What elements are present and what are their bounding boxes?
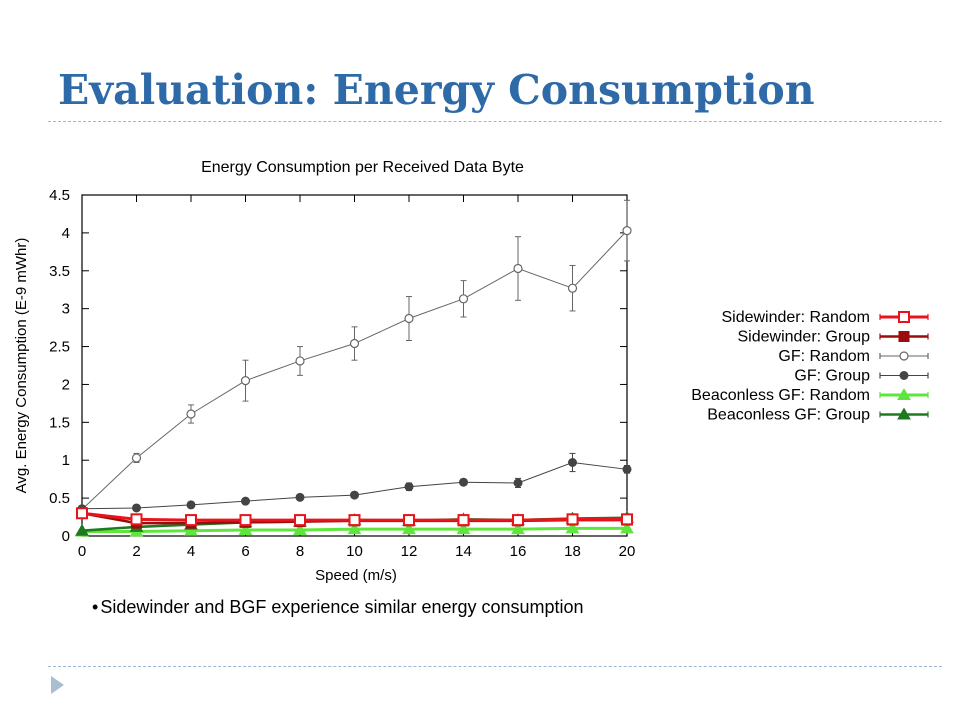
data-point bbox=[186, 409, 196, 419]
x-axis-label: Speed (m/s) bbox=[315, 567, 397, 584]
data-point bbox=[456, 522, 471, 535]
footer-divider bbox=[48, 666, 942, 667]
data-point bbox=[294, 514, 306, 527]
legend-marker bbox=[898, 311, 910, 323]
y-tick-label: 4 bbox=[62, 225, 70, 242]
y-tick-label: 1.5 bbox=[49, 414, 70, 431]
x-tick-label: 10 bbox=[346, 543, 363, 560]
y-tick-label: 4.5 bbox=[49, 187, 70, 204]
x-tick-label: 4 bbox=[187, 543, 195, 560]
y-tick-label: 3.5 bbox=[49, 263, 70, 280]
legend-marker bbox=[897, 387, 911, 400]
data-point bbox=[293, 522, 307, 535]
series-beaconless-gf-random bbox=[75, 521, 634, 537]
bullet-text: Sidewinder and BGF experience similar en… bbox=[100, 597, 584, 617]
data-point bbox=[621, 513, 633, 526]
y-tick-label: 2.5 bbox=[49, 339, 70, 356]
slide-title: Evaluation: Energy Consumption bbox=[58, 66, 815, 114]
legend-marker bbox=[899, 371, 909, 380]
data-point bbox=[295, 356, 305, 366]
data-point bbox=[238, 522, 253, 535]
legend-label: Sidewinder: Group bbox=[737, 329, 870, 346]
legend-entry bbox=[879, 407, 929, 420]
data-point bbox=[76, 507, 88, 520]
series-gf-group bbox=[77, 452, 632, 514]
legend-label: Sidewinder: Random bbox=[721, 309, 870, 326]
data-point bbox=[622, 464, 632, 474]
bullet-point: • Sidewinder and BGF experience similar e… bbox=[92, 597, 584, 618]
bullet-marker: • bbox=[92, 597, 99, 617]
data-point bbox=[239, 514, 252, 527]
x-tick-label: 12 bbox=[401, 543, 418, 560]
data-point bbox=[620, 521, 634, 534]
data-point bbox=[185, 514, 197, 527]
x-tick-label: 0 bbox=[78, 543, 86, 560]
data-point bbox=[240, 376, 251, 386]
series-line bbox=[81, 461, 628, 510]
data-point bbox=[512, 514, 524, 527]
y-tick-label: 0 bbox=[62, 528, 70, 545]
legend-label: GF: Random bbox=[778, 348, 870, 365]
data-point bbox=[347, 522, 362, 535]
data-point bbox=[402, 522, 416, 535]
data-point bbox=[75, 523, 89, 536]
data-point bbox=[348, 514, 361, 527]
legend-label: Beaconless GF: Random bbox=[691, 387, 870, 404]
y-tick-label: 3 bbox=[62, 301, 70, 318]
data-point bbox=[511, 522, 525, 535]
data-point bbox=[459, 477, 468, 487]
data-point bbox=[349, 338, 360, 349]
data-point bbox=[513, 478, 523, 488]
legend-entry bbox=[879, 331, 929, 342]
legend-label: Beaconless GF: Group bbox=[707, 407, 870, 424]
data-point bbox=[565, 521, 580, 534]
data-point bbox=[132, 503, 141, 513]
x-tick-label: 16 bbox=[510, 543, 527, 560]
data-point bbox=[404, 313, 414, 324]
x-tick-label: 2 bbox=[132, 543, 140, 560]
series-gf-random bbox=[77, 199, 632, 515]
legend-marker bbox=[897, 407, 911, 420]
title-divider bbox=[48, 121, 942, 122]
x-tick-label: 18 bbox=[564, 543, 581, 560]
legend-label: GF: Group bbox=[794, 368, 870, 385]
data-point bbox=[131, 453, 142, 463]
data-point bbox=[184, 523, 198, 536]
y-tick-label: 0.5 bbox=[49, 490, 70, 507]
data-point bbox=[403, 514, 415, 527]
legend-entry bbox=[879, 351, 929, 361]
legend-marker bbox=[898, 331, 910, 342]
data-point bbox=[295, 492, 305, 502]
data-point bbox=[241, 496, 250, 506]
legend-entry bbox=[879, 387, 929, 400]
plot-frame bbox=[81, 194, 628, 537]
data-point bbox=[622, 226, 632, 236]
data-point bbox=[350, 490, 359, 500]
data-point bbox=[513, 263, 523, 274]
legend-marker bbox=[899, 351, 909, 361]
series-sidewinder-random bbox=[76, 507, 633, 527]
x-tick-label: 14 bbox=[455, 543, 472, 560]
play-triangle-icon[interactable] bbox=[50, 675, 66, 695]
data-point bbox=[566, 513, 579, 526]
data-point bbox=[567, 283, 578, 293]
data-point bbox=[404, 482, 414, 492]
data-point bbox=[458, 294, 469, 304]
x-tick-label: 6 bbox=[241, 543, 249, 560]
y-tick-label: 1 bbox=[62, 452, 70, 469]
legend-entry bbox=[879, 371, 929, 380]
x-tick-label: 20 bbox=[619, 543, 636, 560]
chart-title: Energy Consumption per Received Data Byt… bbox=[201, 159, 524, 176]
y-tick-label: 2 bbox=[62, 376, 70, 393]
data-point bbox=[568, 457, 577, 467]
y-axis-label: Avg. Energy Consumption (E-9 mWhr) bbox=[13, 238, 30, 494]
legend-entry bbox=[879, 311, 929, 323]
x-tick-label: 8 bbox=[296, 543, 304, 560]
data-point bbox=[457, 514, 470, 527]
data-point bbox=[186, 500, 196, 510]
series-line bbox=[81, 230, 628, 510]
data-point bbox=[130, 513, 143, 526]
